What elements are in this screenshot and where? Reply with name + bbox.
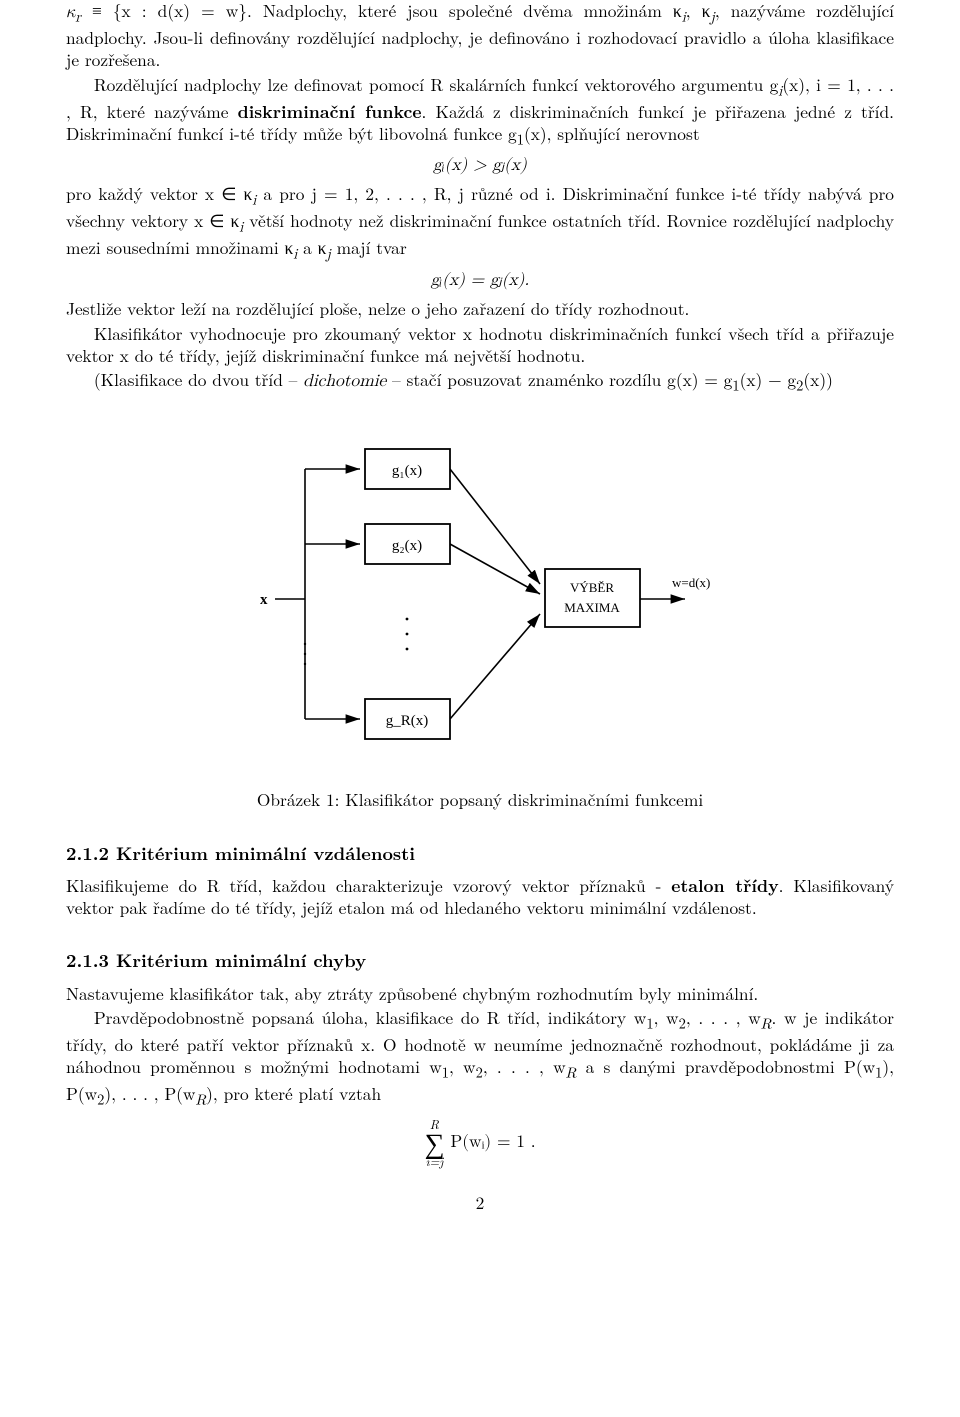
fig-gR: g_R(x) bbox=[386, 713, 429, 729]
para-6: (Klasifikace do dvou tříd – dichotomie –… bbox=[66, 369, 894, 395]
heading-2-1-3: 2.1.3 Kritérium minimální chyby bbox=[66, 949, 894, 972]
para-3: pro každý vektor x ∈ κi a pro j = 1, 2, … bbox=[66, 183, 894, 264]
para-1: κr ≡ {x : d(x) = w}. Nadplochy, které js… bbox=[66, 0, 894, 72]
para-213-1: Nastavujeme klasifikátor tak, aby ztráty… bbox=[66, 983, 894, 1005]
sigma-icon: R ∑ i=j bbox=[424, 1118, 444, 1167]
fig-output: w=d(x) bbox=[672, 575, 710, 590]
fig-g1: g₁(x) bbox=[392, 463, 422, 479]
figure-1-caption: Obrázek 1: Klasifikátor popsaný diskrimi… bbox=[66, 789, 894, 811]
figure-1: x g₁(x) g₂(x) g_R(x) VÝBĚR MAXIMA w=d(x)… bbox=[66, 429, 894, 811]
equation-sum: R ∑ i=j P(wᵢ) = 1 . bbox=[66, 1118, 894, 1167]
fig-select-1: VÝBĚR bbox=[570, 580, 614, 595]
fig-select-2: MAXIMA bbox=[564, 600, 620, 615]
para-213-2: Pravděpodobnostně popsaná úloha, klasifi… bbox=[66, 1007, 894, 1110]
heading-2-1-2: 2.1.2 Kritérium minimální vzdálenosti bbox=[66, 842, 894, 865]
fig-x-label: x bbox=[260, 592, 268, 608]
page-number: 2 bbox=[66, 1192, 894, 1214]
para-212: Klasifikujeme do R tříd, každou charakte… bbox=[66, 875, 894, 920]
classifier-diagram: x g₁(x) g₂(x) g_R(x) VÝBĚR MAXIMA w=d(x) bbox=[230, 429, 730, 759]
para-2: Rozdělující nadplochy lze definovat pomo… bbox=[66, 74, 894, 149]
para-5: Klasifikátor vyhodnocuje pro zkoumaný ve… bbox=[66, 323, 894, 368]
equation-1: gᵢ(x) > gⱼ(x) bbox=[66, 155, 894, 177]
para-4: Jestliže vektor leží na rozdělující ploš… bbox=[66, 298, 894, 320]
equation-2: gᵢ(x) = gⱼ(x). bbox=[66, 270, 894, 292]
fig-g2: g₂(x) bbox=[392, 538, 422, 554]
